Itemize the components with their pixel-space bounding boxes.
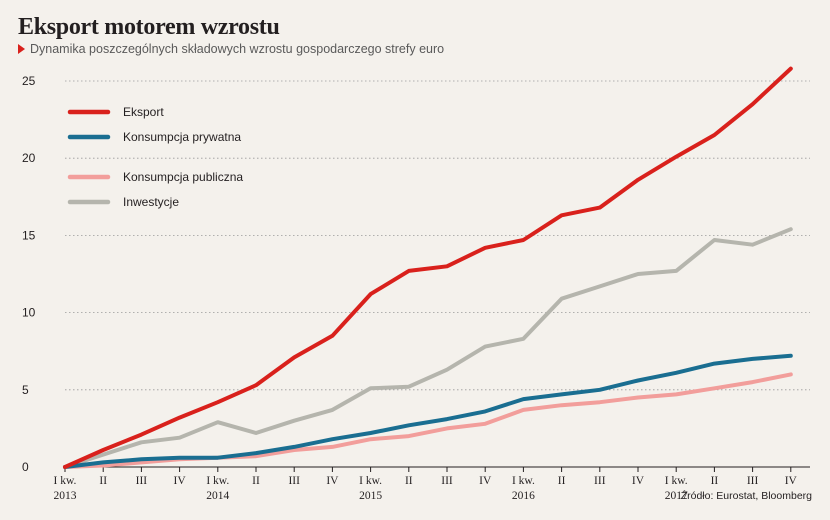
y-tick-label-0: 0 xyxy=(22,460,29,474)
y-tick-label-10: 10 xyxy=(22,306,36,320)
legend-label-konsumpcja-publiczna: Konsumpcja publiczna xyxy=(123,170,243,184)
x-year-label-2015: 2015 xyxy=(359,490,382,502)
chart-title: Eksport motorem wzrostu xyxy=(18,14,280,40)
legend: Eksport Konsumpcja prywatna Konsumpcja pub… xyxy=(67,105,243,209)
x-tick-label-10: III xyxy=(441,475,453,487)
series-line-inwestycje xyxy=(63,227,793,469)
y-tick-label-15: 15 xyxy=(22,228,36,242)
grid-lines xyxy=(65,80,810,468)
chart-subtitle-text: Dynamika poszczególnych składowych wzros… xyxy=(30,42,445,56)
x-tick-label-3: IV xyxy=(174,475,187,487)
x-tick-label-7: IV xyxy=(326,475,339,487)
x-tick-label-12: I kw. xyxy=(512,475,535,487)
x-tick-label-11: IV xyxy=(479,475,492,487)
series-lines xyxy=(63,66,793,469)
y-tick-label-5: 5 xyxy=(22,383,29,397)
legend-label-inwestycje: Inwestycje xyxy=(123,195,179,209)
x-tick-label-14: III xyxy=(594,475,606,487)
x-year-label-2014: 2014 xyxy=(206,490,229,502)
series-line-konsumpcja-prywatna xyxy=(63,353,793,469)
x-axis-ticks: I kw. II III IV I kw. II III IV I kw. II III IV I kw… xyxy=(54,467,798,502)
y-axis-ticks: 0 5 10 15 20 25 xyxy=(22,74,36,474)
x-tick-label-2: III xyxy=(136,475,148,487)
series-line-eksport xyxy=(63,66,793,469)
x-tick-label-16: I kw. xyxy=(665,475,688,487)
x-year-label-2017: 2017 xyxy=(665,490,688,502)
x-tick-label-6: III xyxy=(288,475,300,487)
y-tick-label-25: 25 xyxy=(22,74,36,88)
legend-label-konsumpcja-prywatna: Konsumpcja prywatna xyxy=(123,130,241,144)
x-tick-label-5: II xyxy=(252,475,260,487)
y-tick-label-20: 20 xyxy=(22,151,36,165)
source-note: Źródło: Eurostat, Bloomberg xyxy=(680,490,812,502)
x-tick-label-0: I kw. xyxy=(54,475,77,487)
x-tick-label-18: III xyxy=(747,475,759,487)
x-tick-label-13: II xyxy=(558,475,566,487)
x-year-label-2016: 2016 xyxy=(512,490,535,502)
x-tick-label-9: II xyxy=(405,475,413,487)
x-tick-label-17: II xyxy=(711,475,719,487)
x-tick-label-4: I kw. xyxy=(206,475,229,487)
triangle-marker-icon xyxy=(18,44,25,54)
x-tick-label-19: IV xyxy=(785,475,798,487)
x-year-label-2013: 2013 xyxy=(54,490,77,502)
chart-subtitle: Dynamika poszczególnych składowych wzros… xyxy=(18,42,444,56)
x-tick-label-1: II xyxy=(99,475,107,487)
x-tick-label-15: IV xyxy=(632,475,645,487)
x-tick-label-8: I kw. xyxy=(359,475,382,487)
legend-label-eksport: Eksport xyxy=(123,105,164,119)
